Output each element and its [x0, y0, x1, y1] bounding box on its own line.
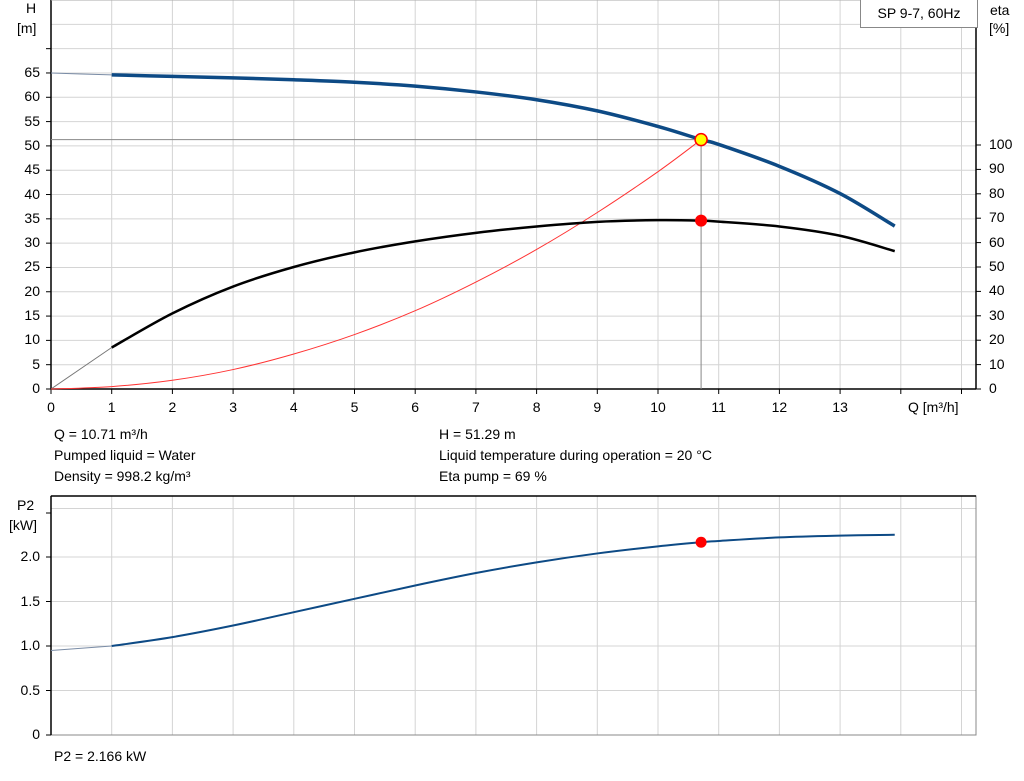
upper-chart-curves: [50, 72, 896, 390]
info-eta: Eta pump = 69 %: [439, 468, 547, 484]
tick-label: 20: [24, 282, 40, 299]
info-temperature: Liquid temperature during operation = 20…: [439, 447, 712, 463]
tick-label: 0: [47, 399, 55, 415]
tick-label: 5: [350, 399, 359, 415]
tick-label: 7: [471, 399, 480, 415]
tick-label: 70: [989, 209, 1005, 226]
y-left-label-unit: [m]: [17, 20, 37, 36]
tick-label: 30: [24, 234, 40, 251]
tick-label: 1.5: [20, 592, 40, 609]
tick-label: 35: [24, 209, 40, 226]
tick-label: 100: [989, 136, 1013, 152]
tick-label: 4: [289, 399, 298, 415]
tick-label: 90: [989, 160, 1005, 177]
tick-label: 10: [650, 399, 666, 415]
tick-label: 9: [593, 399, 602, 415]
info-liquid: Pumped liquid = Water: [54, 447, 196, 463]
tick-label: 55: [24, 112, 40, 129]
tick-label: 50: [24, 136, 40, 153]
tick-label: 15: [24, 307, 40, 324]
y-left-label-h: H: [26, 0, 37, 16]
tick-label: 0.5: [20, 681, 40, 698]
tick-label: 6: [411, 399, 420, 415]
info-flow: Q = 10.71 m³/h: [54, 426, 148, 442]
tick-label: 0: [32, 380, 40, 396]
tick-label: 2.0: [20, 548, 40, 564]
tick-label: 0: [32, 726, 40, 742]
tick-label: 12: [771, 399, 788, 415]
tick-label: 3: [229, 399, 237, 415]
tick-label: 0: [989, 380, 997, 396]
upper-chart-grid: [46, 0, 981, 394]
tick-label: 8: [532, 399, 541, 415]
x-axis-label: Q [m³/h]: [908, 399, 959, 415]
tick-label: 20: [989, 331, 1005, 348]
tick-label: 65: [24, 63, 40, 80]
tick-label: 60: [989, 233, 1005, 250]
tick-label: 25: [24, 258, 40, 275]
tick-label: 2: [168, 399, 177, 415]
info-left: Q = 10.71 m³/h Pumped liquid = Water Den…: [54, 424, 196, 487]
lower-y-label-unit: [kW]: [9, 517, 37, 533]
tick-label: 80: [989, 184, 1005, 201]
lower-y-label-p2: P2: [17, 497, 35, 513]
tick-label: 11: [711, 399, 726, 415]
tick-label: 5: [32, 355, 40, 372]
tick-label: 13: [832, 399, 848, 415]
tick-label: 30: [989, 306, 1005, 323]
y-right-label-unit: [%]: [989, 20, 1010, 36]
y-right-label-eta: eta: [990, 2, 1010, 18]
tick-label: 10: [24, 331, 40, 348]
lower-chart-grid: [46, 495, 977, 736]
tick-label: 40: [989, 282, 1005, 299]
tick-label: 10: [989, 355, 1005, 372]
tick-label: 60: [24, 88, 40, 105]
tick-label: 1.0: [20, 637, 40, 653]
p2-value: P2 = 2.166 kW: [54, 748, 147, 764]
info-density: Density = 998.2 kg/m³: [54, 468, 191, 484]
model-label: SP 9-7, 60Hz: [860, 0, 978, 28]
lower-chart-curves: [50, 533, 895, 651]
tick-label: 40: [24, 185, 40, 202]
tick-label: 1: [107, 399, 116, 415]
info-right: H = 51.29 m Liquid temperature during op…: [439, 424, 712, 487]
tick-label: 45: [24, 161, 40, 178]
info-head: H = 51.29 m: [439, 426, 516, 442]
tick-label: 50: [989, 258, 1005, 274]
